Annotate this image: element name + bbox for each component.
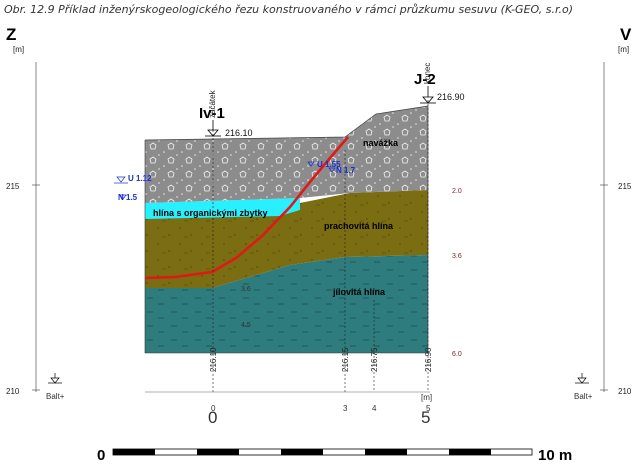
bottom-elev-right: 216.90 — [424, 347, 433, 372]
figure-caption: Obr. 12.9 Příklad inženýrskogeologického… — [4, 3, 573, 16]
right-elevation-axis — [600, 62, 608, 392]
scale-bar — [112, 448, 533, 456]
distance-tick-4: 4 — [372, 404, 377, 413]
right-tick-210: 210 — [618, 387, 632, 396]
distance-big-5: 5 — [421, 408, 430, 427]
distance-unit: [m] — [421, 393, 432, 402]
borehole-right-marker — [420, 86, 436, 104]
borehole-lines — [212, 100, 429, 392]
label-organic-loam: hlína s organickými zbytky — [153, 208, 268, 218]
bottom-elev-left: 216.10 — [209, 347, 218, 372]
right-balt-marker — [575, 373, 589, 384]
borehole-right-name: J-2 — [414, 71, 436, 88]
slip-surface-line — [144, 136, 349, 280]
right-side-label: V — [620, 25, 632, 44]
right-unit-label: [m] — [618, 45, 629, 54]
borehole-right-note: konec — [423, 63, 432, 84]
water-mark-triangles — [119, 161, 336, 200]
left-side-label: Z — [6, 25, 16, 44]
distance-tick-5: 5 — [426, 404, 431, 413]
borehole-left-name: Iv-1 — [199, 105, 225, 122]
water-mark-u2: U 1.55 — [317, 160, 341, 169]
left-tick-215: 215 — [6, 182, 20, 191]
water-mark-n2: N 1.7 — [336, 166, 356, 175]
left-tick-210: 210 — [6, 387, 20, 396]
water-mark-n1: N 1.5 — [118, 193, 138, 202]
borehole-right-elevation: 216.90 — [437, 92, 465, 102]
bottom-elev-mid-b: 216.75 — [370, 347, 379, 372]
scale-end: 10 m — [538, 447, 572, 464]
distance-tick-3: 3 — [343, 404, 348, 413]
layer-organic-loam — [145, 198, 300, 219]
right-balt-label: Balt+ — [574, 392, 593, 401]
label-made-ground: navážka — [363, 138, 399, 148]
scale-start: 0 — [97, 447, 105, 464]
depth-label-1: 2.0 — [452, 188, 462, 195]
cross-section — [144, 105, 429, 354]
left-elevation-axis — [32, 62, 40, 392]
label-clayey-silt: jílovitá hlína — [332, 287, 386, 297]
borehole-left-elevation: 216.10 — [225, 128, 253, 138]
borehole-left-note: začátek — [208, 89, 217, 118]
distance-big-0: 0 — [208, 408, 217, 427]
inner-depth-a: 3.6 — [241, 286, 251, 293]
water-mark-u1: U 1.12 — [128, 174, 152, 183]
layer-made-ground — [145, 106, 428, 203]
depth-label-2: 3.6 — [452, 253, 462, 260]
left-water-mark — [114, 176, 128, 184]
right-tick-215: 215 — [618, 182, 632, 191]
left-balt-label: Balt+ — [46, 392, 65, 401]
left-unit-label: [m] — [13, 45, 24, 54]
label-silty-loam: prachovitá hlína — [324, 221, 394, 231]
left-balt-marker — [48, 373, 62, 384]
bottom-elev-mid-a: 216.15 — [341, 347, 350, 372]
inner-depth-b: 4.5 — [241, 322, 251, 329]
layer-clayey-silt — [145, 255, 428, 353]
borehole-left-marker — [205, 120, 221, 137]
distance-tick-0: 0 — [211, 404, 216, 413]
depth-label-3: 6.0 — [452, 351, 462, 358]
